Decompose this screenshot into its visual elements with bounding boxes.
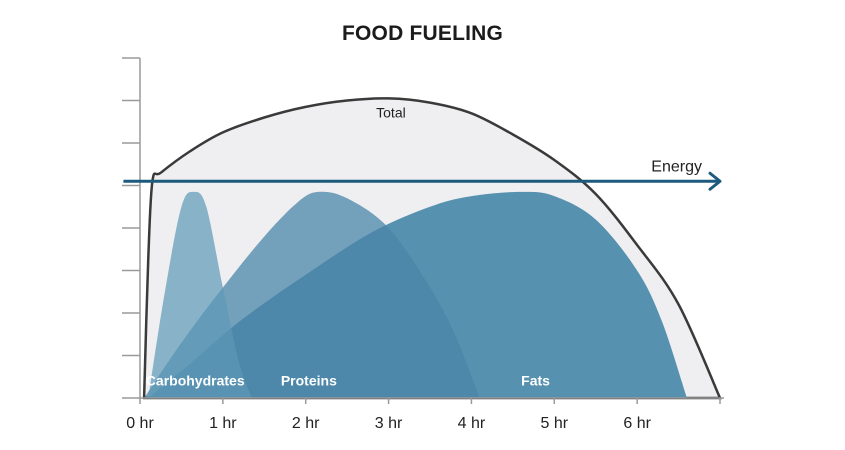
x-tick-label: 5 hr — [540, 415, 568, 432]
chart-title: FOOD FUELING — [341, 22, 504, 45]
energy-label: Energy — [651, 158, 702, 175]
x-tick-label: 4 hr — [458, 415, 486, 432]
x-tick-label: 6 hr — [623, 415, 651, 432]
energy-layer: Energy — [123, 158, 722, 191]
x-tick-label: 3 hr — [375, 415, 403, 432]
tick-layer: 0 hr 1 hr 2 hr 3 hr 4 hr 5 hr 6 hr — [122, 57, 721, 432]
label-layer: Total Carbohydrates Proteins Fats — [146, 105, 550, 389]
x-tick-label: 2 hr — [292, 415, 320, 432]
carbohydrates-label: Carbohydrates — [146, 372, 245, 388]
x-tick-label: 1 hr — [209, 415, 237, 432]
fats-label: Fats — [521, 372, 550, 388]
x-tick-label: 0 hr — [126, 415, 154, 432]
total-label: Total — [376, 105, 406, 121]
energy-arrowhead-icon — [708, 171, 722, 191]
carbohydrates-area — [148, 191, 252, 398]
proteins-label: Proteins — [281, 372, 337, 388]
area-layer — [142, 97, 722, 400]
